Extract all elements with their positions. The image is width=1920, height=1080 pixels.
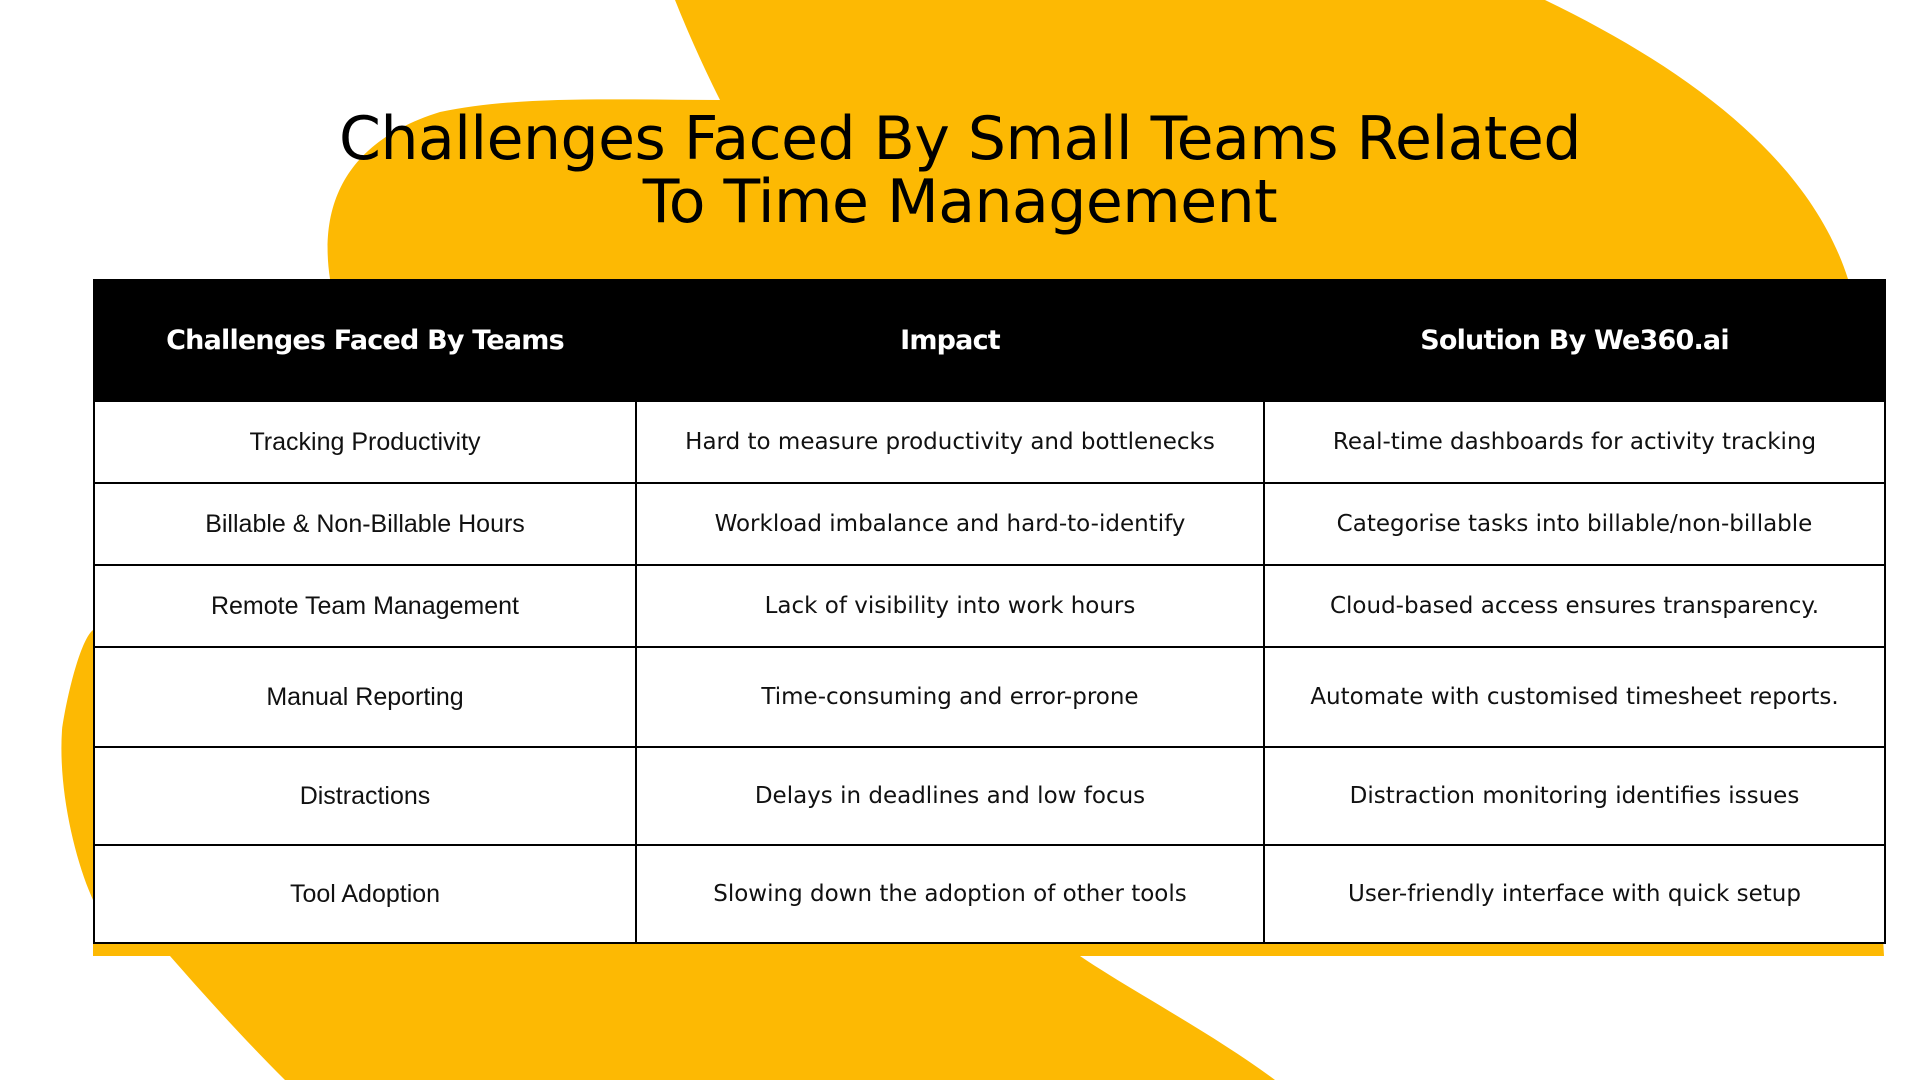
impact-cell: Workload imbalance and hard-to-identify [635,482,1265,566]
impact-cell: Hard to measure productivity and bottlen… [635,400,1265,484]
table-body: Tracking Productivity Hard to measure pr… [93,400,1886,944]
challenges-table-container: Challenges Faced By Teams Impact Solutio… [93,279,1886,944]
page-title: Challenges Faced By Small Teams Related … [160,108,1760,234]
table-row: Tracking Productivity Hard to measure pr… [93,400,1886,484]
column-header-challenges: Challenges Faced By Teams [93,279,637,402]
solution-cell: Automate with customised timesheet repor… [1263,646,1886,748]
solution-cell: Distraction monitoring identifies issues [1263,746,1886,846]
challenge-cell: Tracking Productivity [93,400,637,484]
table-row: Manual Reporting Time-consuming and erro… [93,646,1886,748]
challenge-cell: Billable & Non-Billable Hours [93,482,637,566]
challenges-table: Challenges Faced By Teams Impact Solutio… [93,279,1886,944]
solution-cell: Real-time dashboards for activity tracki… [1263,400,1886,484]
impact-cell: Time-consuming and error-prone [635,646,1265,748]
solution-cell: User-friendly interface with quick setup [1263,844,1886,944]
table-header: Challenges Faced By Teams Impact Solutio… [93,279,1886,402]
challenge-cell: Tool Adoption [93,844,637,944]
page-title-line-2: To Time Management [642,167,1278,237]
table-row: Billable & Non-Billable Hours Workload i… [93,482,1886,566]
table-row: Distractions Delays in deadlines and low… [93,746,1886,846]
impact-cell: Slowing down the adoption of other tools [635,844,1265,944]
solution-cell: Categorise tasks into billable/non-billa… [1263,482,1886,566]
solution-cell: Cloud-based access ensures transparency. [1263,564,1886,648]
table-row: Remote Team Management Lack of visibilit… [93,564,1886,648]
challenge-cell: Distractions [93,746,637,846]
column-header-solution: Solution By We360.ai [1263,279,1886,402]
challenge-cell: Manual Reporting [93,646,637,748]
column-header-impact: Impact [635,279,1265,402]
table-header-row: Challenges Faced By Teams Impact Solutio… [93,279,1886,402]
page-title-line-1: Challenges Faced By Small Teams Related [339,104,1581,174]
impact-cell: Lack of visibility into work hours [635,564,1265,648]
impact-cell: Delays in deadlines and low focus [635,746,1265,846]
challenge-cell: Remote Team Management [93,564,637,648]
table-row: Tool Adoption Slowing down the adoption … [93,844,1886,944]
